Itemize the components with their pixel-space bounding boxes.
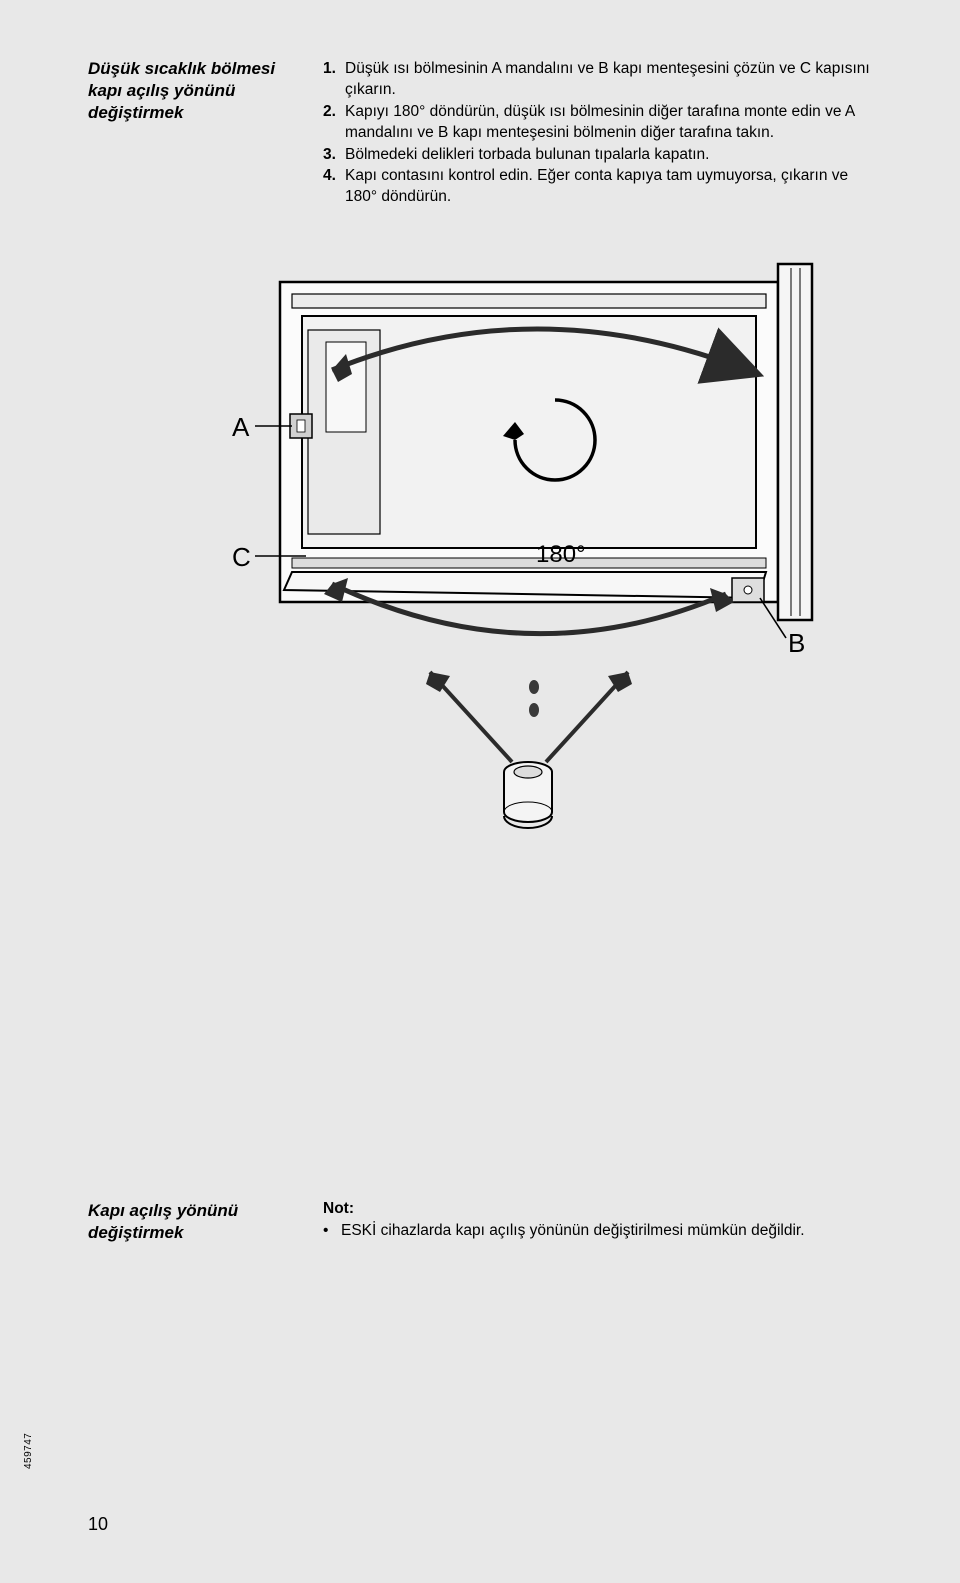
step-3: 3. Bölmedeki delikleri torbada bulunan t… xyxy=(323,144,872,165)
step-2: 2. Kapıyı 180° döndürün, düşük ısı bölme… xyxy=(323,101,872,144)
step-4: 4. Kapı contasını kontrol edin. Eğer con… xyxy=(323,165,872,208)
step-4-num: 4. xyxy=(323,167,336,184)
diagram: A C 180° B xyxy=(88,242,872,902)
step-1-num: 1. xyxy=(323,60,336,77)
label-B: B xyxy=(788,628,805,658)
diagram-svg: A C 180° B xyxy=(120,242,840,902)
bullet-marker: • xyxy=(323,1220,341,1241)
section1-steps: 1. Düşük ısı bölmesinin A mandalını ve B… xyxy=(323,58,872,208)
side-code: 459747 xyxy=(23,1433,34,1469)
step-4-text: Kapı contasını kontrol edin. Eğer conta … xyxy=(345,165,872,208)
step-3-num: 3. xyxy=(323,146,336,163)
step-2-num: 2. xyxy=(323,103,336,120)
step-1-text: Düşük ısı bölmesinin A mandalını ve B ka… xyxy=(345,58,872,101)
label-C: C xyxy=(232,542,251,572)
section2-title: Kapı açılış yönünü değiştirmek xyxy=(88,1200,303,1244)
section1-title: Düşük sıcaklık bölmesi kapı açılış yönün… xyxy=(88,58,303,124)
note-label: Not: xyxy=(323,1200,872,1218)
step-3-text: Bölmedeki delikleri torbada bulunan tıpa… xyxy=(345,144,872,165)
note-text: ESKİ cihazlarda kapı açılış yönünün deği… xyxy=(341,1220,805,1241)
page-number: 10 xyxy=(88,1514,108,1535)
label-A: A xyxy=(232,412,250,442)
label-angle: 180° xyxy=(536,541,586,568)
step-1: 1. Düşük ısı bölmesinin A mandalını ve B… xyxy=(323,58,872,101)
note-bullet: • ESKİ cihazlarda kapı açılış yönünün de… xyxy=(323,1220,872,1241)
step-2-text: Kapıyı 180° döndürün, düşük ısı bölmesin… xyxy=(345,101,872,144)
